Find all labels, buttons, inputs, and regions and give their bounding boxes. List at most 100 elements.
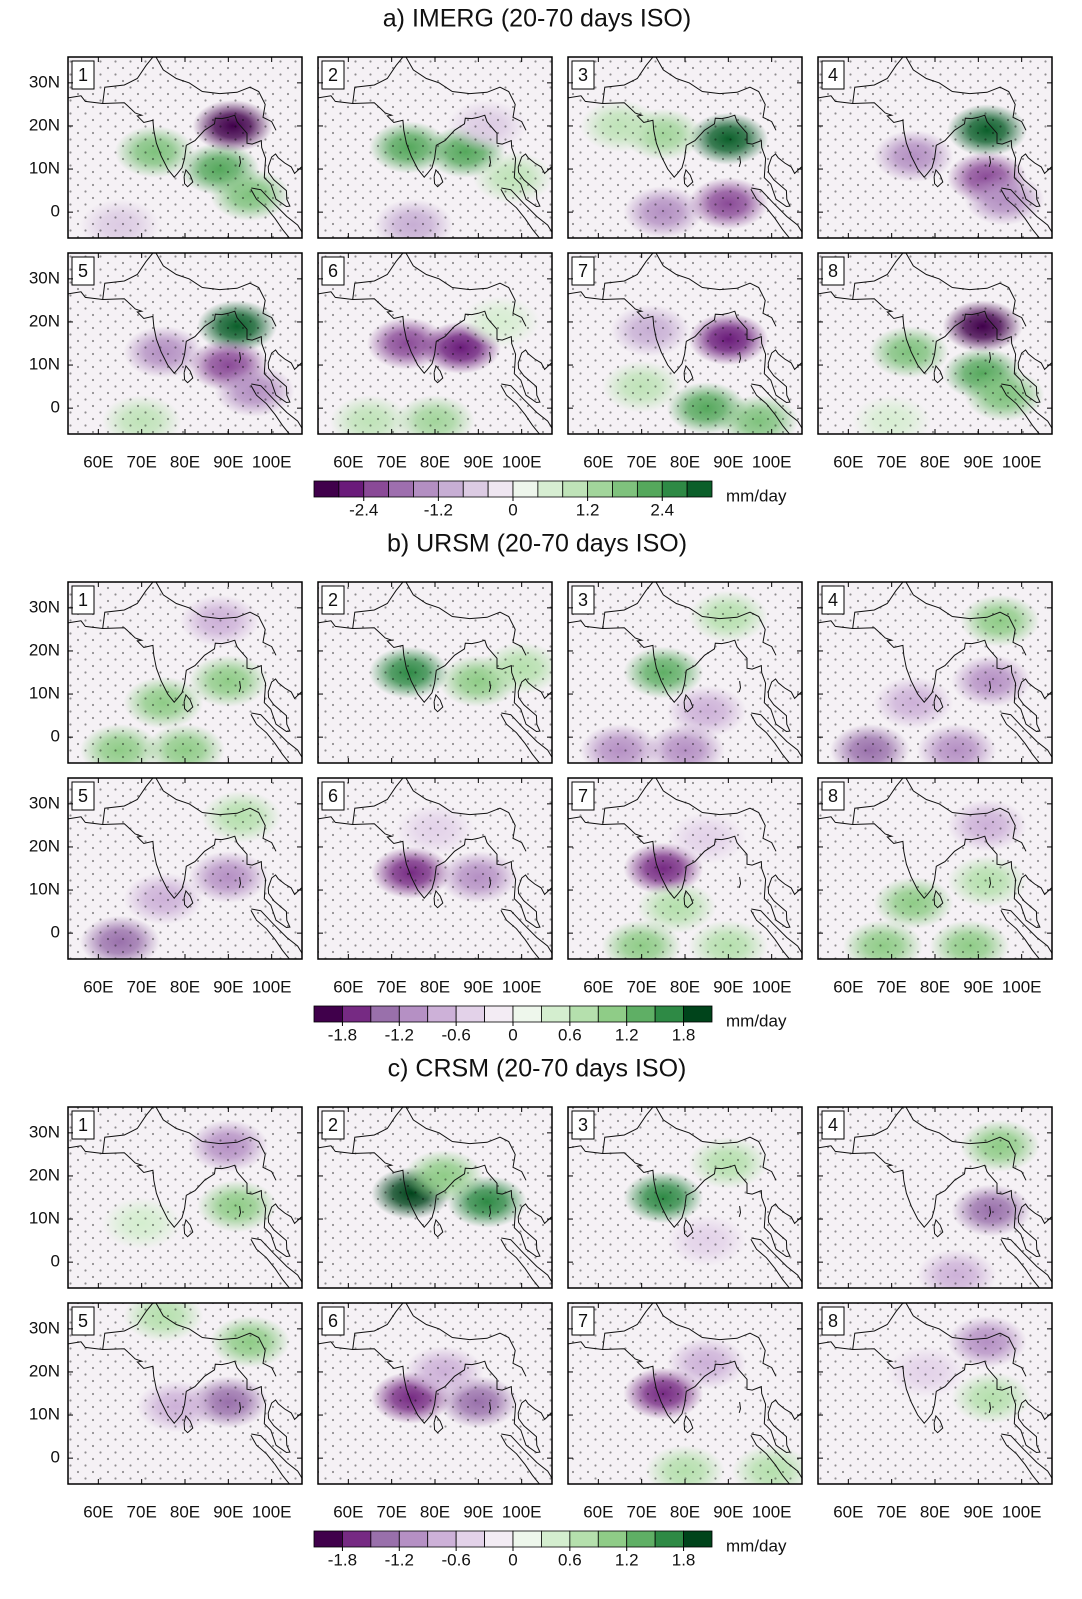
x-tick-label: 100E (752, 977, 792, 996)
coastline (933, 693, 944, 713)
colorbar-box (370, 1005, 400, 1023)
stippling (568, 57, 802, 238)
coastline (1001, 1237, 1052, 1284)
colorbar-box (512, 1005, 542, 1023)
colorbar-box (537, 480, 564, 498)
x-tick-label: 80E (420, 452, 450, 471)
map-panel (568, 582, 802, 763)
stippling (818, 253, 1052, 434)
coastline (238, 681, 242, 693)
y-tick-label: 0 (51, 202, 60, 221)
x-tick-label: 90E (713, 977, 743, 996)
coastline (68, 620, 302, 733)
coastline (933, 364, 944, 384)
coastline (655, 57, 777, 131)
y-tick-label: 10N (29, 1209, 60, 1228)
colorbar-box (484, 1530, 514, 1548)
panel-label-box (571, 1306, 595, 1336)
panel-label: 5 (78, 1311, 88, 1331)
coastline (405, 1303, 527, 1377)
x-tick-label: 100E (252, 977, 292, 996)
panel-label: 6 (328, 261, 338, 281)
coastline (155, 778, 277, 852)
stippling (818, 57, 1052, 238)
map-panel (318, 778, 552, 959)
coastline (318, 1145, 552, 1258)
map-panel (818, 778, 1052, 959)
coastline (602, 778, 654, 825)
coastline (988, 1206, 992, 1218)
coastline (500, 1435, 541, 1484)
coastline (68, 1341, 302, 1454)
coastline (250, 189, 291, 238)
x-tick-label: 60E (833, 452, 863, 471)
x-tick-label: 100E (752, 1502, 792, 1521)
panel-label: 7 (578, 786, 588, 806)
x-tick-label: 80E (420, 977, 450, 996)
coastline (568, 620, 802, 733)
panel-label-box (321, 585, 345, 615)
coastline (183, 889, 194, 909)
panel-label: 1 (78, 1115, 88, 1135)
x-tick-label: 60E (333, 977, 363, 996)
coastline (818, 620, 1052, 733)
colorbar-tick-label: 0 (508, 1550, 517, 1569)
coastline (852, 582, 904, 629)
coastline (988, 156, 992, 168)
colorbar-box (661, 480, 688, 498)
panel-label: 1 (78, 65, 88, 85)
colorbar-tick-label: -1.2 (385, 1025, 414, 1044)
colorbar-box (683, 1005, 713, 1023)
colorbar-box (455, 1005, 485, 1023)
chart-title: b) URSM (20-70 days ISO) (387, 530, 687, 558)
coastline (602, 253, 654, 300)
colorbar-tick-label: 1.2 (576, 500, 600, 519)
x-tick-label: 90E (213, 977, 243, 996)
y-tick-label: 20N (29, 115, 60, 134)
x-tick-label: 90E (463, 977, 493, 996)
coastline (818, 816, 1052, 929)
coastline (250, 385, 291, 434)
y-tick-label: 0 (51, 923, 60, 942)
coastline (655, 582, 777, 656)
coastline (433, 1218, 444, 1238)
coastline (251, 187, 302, 234)
panel-label: 4 (828, 1115, 838, 1135)
x-tick-label: 60E (83, 977, 113, 996)
stippling (68, 1107, 302, 1288)
map-panel (568, 1107, 802, 1288)
colorbar-tick-label: -1.8 (328, 1550, 357, 1569)
coastline (433, 889, 444, 909)
panel-label-box (821, 256, 845, 286)
coastline (405, 253, 527, 327)
colorbar-box (683, 1530, 713, 1548)
colorbar-box (398, 1005, 429, 1023)
coastline (683, 1218, 694, 1238)
x-tick-label: 90E (963, 1502, 993, 1521)
colorbar-box (427, 1005, 457, 1023)
map-panel (568, 1303, 802, 1484)
panel-label-box (821, 60, 845, 90)
stippling (568, 582, 802, 763)
x-tick-label: 70E (377, 977, 407, 996)
coastline (405, 57, 527, 131)
colorbar-tick-label: 0 (508, 1025, 517, 1044)
coastline (433, 168, 444, 188)
colorbar-box (388, 480, 414, 498)
colorbar-box (597, 1530, 628, 1548)
panel-label: 5 (78, 261, 88, 281)
colorbar-tick-label: -1.2 (424, 500, 453, 519)
panel-label-box (571, 60, 595, 90)
stippling (68, 1303, 302, 1484)
panel-label: 8 (828, 786, 838, 806)
x-tick-label: 70E (377, 452, 407, 471)
x-tick-label: 80E (170, 1502, 200, 1521)
coastline (905, 1107, 1027, 1181)
coastline (155, 253, 277, 327)
coastline (405, 1107, 527, 1181)
coastline (250, 1239, 291, 1288)
map-panel (318, 253, 552, 434)
x-tick-label: 80E (920, 1502, 950, 1521)
coastline (852, 778, 904, 825)
coastline (655, 778, 777, 852)
